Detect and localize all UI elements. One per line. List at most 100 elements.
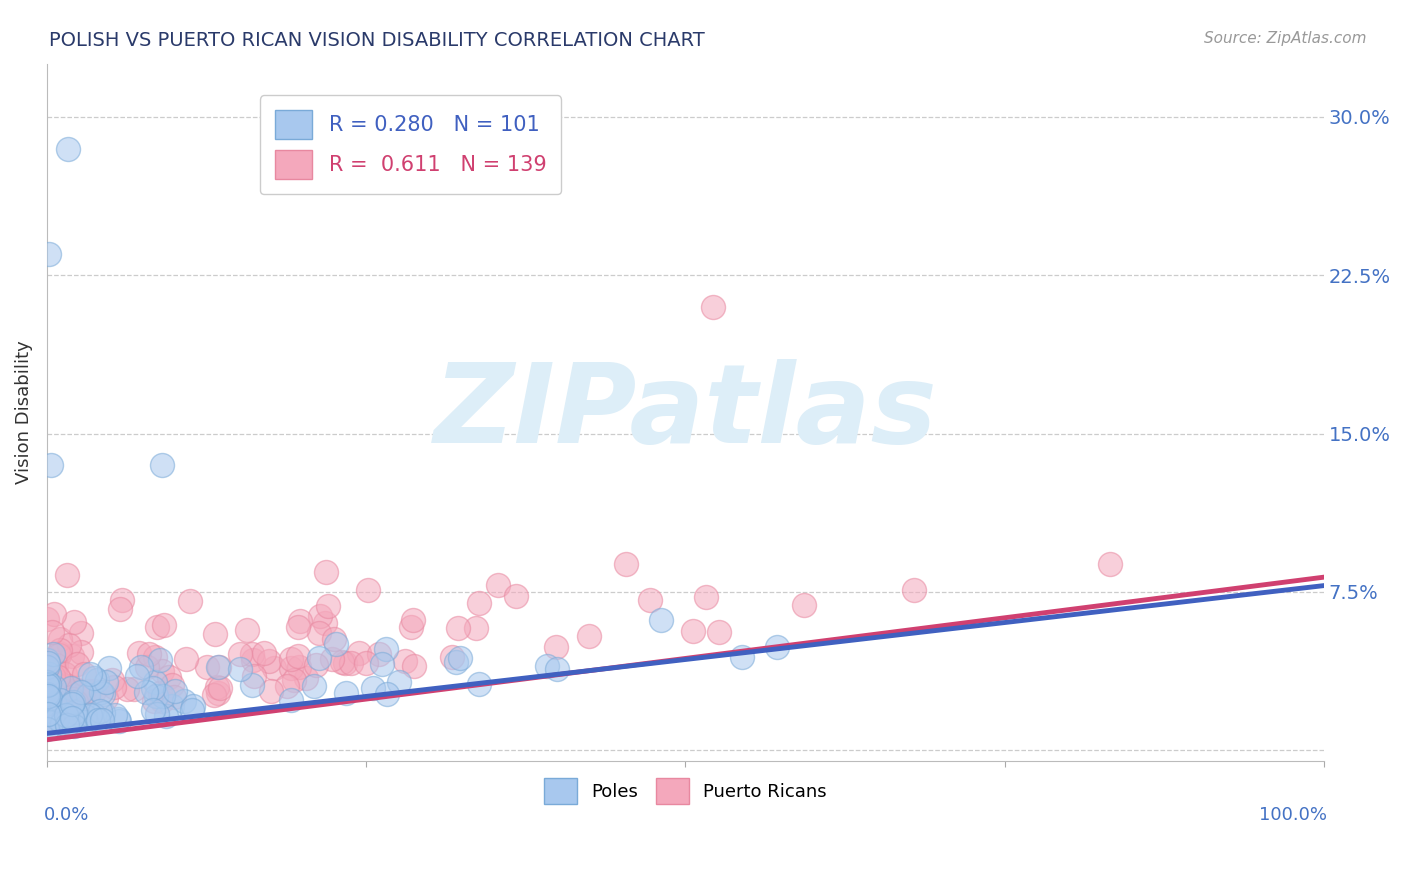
Text: 100.0%: 100.0% [1258,806,1327,824]
Point [66,657,89,671]
Point [79,667,101,681]
Point [155,708,177,723]
Text: POLISH VS PUERTO RICAN VISION DISABILITY CORRELATION CHART: POLISH VS PUERTO RICAN VISION DISABILITY… [49,31,704,50]
Point [465,621,488,635]
Point [308,626,330,640]
Point [388,674,411,689]
Point [142,703,165,717]
Point [468,676,491,690]
Point [49,643,72,657]
Point [90,685,112,699]
Point [449,651,471,665]
Point [468,596,491,610]
Point [41,719,63,733]
Point [111,593,134,607]
Point [44,698,66,712]
Point [42,607,65,621]
Point [150,458,173,473]
Point [75,714,97,729]
Point [903,583,925,598]
Point [394,654,416,668]
Point [63,719,86,733]
Point [42,669,65,683]
Point [280,652,302,666]
Point [42,662,65,676]
Point [157,669,180,683]
Point [37,690,59,705]
Point [143,675,166,690]
Point [41,624,63,639]
Point [38,690,60,705]
Point [38,667,60,681]
Point [37,671,59,685]
Point [280,661,302,675]
Point [90,713,112,727]
Point [129,660,152,674]
Point [204,627,226,641]
Point [96,674,118,689]
Point [89,704,111,718]
Point [52,710,75,724]
Point [242,653,264,667]
Point [35,685,58,699]
Point [59,716,82,731]
Point [136,660,159,674]
Point [103,680,125,694]
Point [58,679,80,693]
Point [73,666,96,681]
Point [162,699,184,714]
Point [444,655,467,669]
Point [308,651,330,665]
Point [402,613,425,627]
Point [37,689,59,703]
Point [44,680,66,694]
Point [44,665,66,679]
Point [87,713,110,727]
Point [42,693,65,707]
Point [207,680,229,694]
Point [51,715,73,730]
Point [308,609,330,624]
Point [402,659,425,673]
Point [650,613,672,627]
Point [165,684,187,698]
Point [146,620,169,634]
Point [616,557,638,571]
Point [316,599,339,613]
Point [287,620,309,634]
Point [149,686,172,700]
Point [145,689,167,703]
Point [46,711,69,725]
Point [374,642,396,657]
Point [69,645,91,659]
Point [731,650,754,665]
Point [79,707,101,722]
Point [48,679,70,693]
Point [695,590,717,604]
Point [76,688,98,702]
Point [37,705,59,719]
Point [122,681,145,696]
Point [35,697,58,711]
Point [37,710,59,724]
Point [91,706,114,720]
Point [152,690,174,704]
Point [536,658,558,673]
Point [181,703,204,717]
Point [486,578,509,592]
Point [63,705,86,719]
Point [37,714,59,728]
Point [60,697,83,711]
Point [546,662,568,676]
Point [447,621,470,635]
Point [371,657,394,671]
Point [143,649,166,664]
Point [62,695,84,709]
Point [70,684,93,698]
Point [682,624,704,638]
Point [48,646,70,660]
Point [295,671,318,685]
Point [56,567,79,582]
Point [287,649,309,664]
Point [58,638,80,652]
